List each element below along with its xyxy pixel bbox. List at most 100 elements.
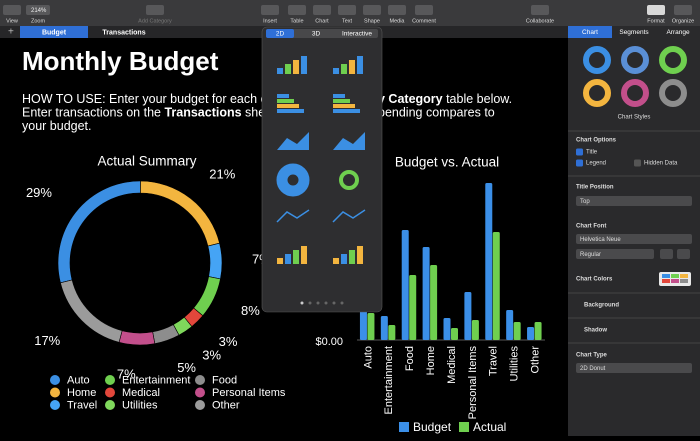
dropdown[interactable]: [576, 363, 692, 373]
chart-icon[interactable]: [301, 246, 307, 264]
sidebar-tab-active[interactable]: [568, 26, 612, 38]
page-dot[interactable]: [332, 301, 336, 305]
chart-icon[interactable]: [333, 109, 360, 113]
toolbar-button[interactable]: [288, 5, 306, 15]
chart-icon[interactable]: [293, 60, 299, 74]
popover-tab[interactable]: 2D: [276, 31, 285, 38]
sheet-tab-active[interactable]: [20, 26, 88, 38]
chart-icon[interactable]: [333, 99, 350, 103]
toolbar-button[interactable]: [146, 5, 164, 15]
sidebar-tab[interactable]: Arrange: [666, 29, 690, 36]
sidebar-text[interactable]: Background: [584, 303, 619, 309]
sheet-tab[interactable]: Transactions: [102, 29, 145, 36]
chart-icon[interactable]: [341, 64, 347, 74]
sidebar-text[interactable]: Helvetica Neue: [580, 237, 621, 243]
chart-icon[interactable]: [301, 56, 307, 74]
checkbox[interactable]: [576, 148, 583, 156]
sidebar-text[interactable]: Legend: [586, 161, 606, 167]
toolbar-button[interactable]: [674, 5, 692, 15]
chart-icon[interactable]: [349, 250, 355, 264]
toolbar-button[interactable]: [647, 5, 665, 15]
bar: [527, 327, 535, 340]
chart-icon[interactable]: [276, 163, 310, 197]
dropdown[interactable]: [576, 196, 692, 206]
sidebar-text[interactable]: Shadow: [584, 328, 607, 334]
chart-icon[interactable]: [357, 56, 363, 74]
toolbar-button[interactable]: [313, 5, 331, 15]
chart-icon[interactable]: [333, 104, 355, 108]
sidebar-text[interactable]: Title: [586, 150, 598, 156]
chart-icon[interactable]: [357, 246, 363, 264]
popover-tab[interactable]: 3D: [312, 31, 321, 38]
font-size-button[interactable]: [660, 249, 673, 259]
dropdown[interactable]: [576, 234, 692, 244]
legend-label: Travel: [67, 399, 97, 411]
font-size-button[interactable]: [677, 249, 690, 259]
checkbox[interactable]: [634, 159, 641, 167]
bar: [409, 275, 417, 340]
sidebar-tab[interactable]: Segments: [619, 29, 649, 36]
chart-style[interactable]: [583, 46, 611, 74]
chart-icon[interactable]: [339, 170, 359, 190]
legend-swatch: [195, 375, 205, 385]
chart-icon[interactable]: [293, 250, 299, 264]
chart-icon[interactable]: [285, 254, 291, 264]
sidebar-tab[interactable]: Chart: [582, 29, 598, 36]
toolbar-button[interactable]: [261, 5, 279, 15]
x-tick-label: Entertainment: [383, 346, 395, 414]
chart-icon[interactable]: [277, 132, 309, 150]
instruction-text: Transactions: [164, 106, 241, 120]
chart-icon[interactable]: [333, 258, 339, 264]
chart-style[interactable]: [621, 79, 649, 107]
chart-icon[interactable]: [277, 258, 283, 264]
sheet-title: Monthly Budget: [22, 46, 219, 76]
chart-icon[interactable]: [277, 99, 294, 103]
chart-style[interactable]: [659, 46, 687, 74]
popover-tab[interactable]: Interactive: [342, 31, 372, 38]
zoom-field[interactable]: [26, 5, 50, 15]
chart-icon[interactable]: [333, 68, 339, 74]
chart-style[interactable]: [659, 79, 687, 107]
chart-icon[interactable]: [332, 209, 366, 223]
toolbar-label: Collaborate: [526, 18, 554, 24]
chart-icon[interactable]: [341, 254, 347, 264]
chart-icon[interactable]: [333, 132, 365, 150]
dropdown[interactable]: [576, 249, 654, 259]
add-sheet[interactable]: +: [8, 27, 14, 38]
chart-icon[interactable]: [277, 68, 283, 74]
bar: [534, 322, 542, 340]
sidebar-text: Chart Options: [576, 138, 617, 144]
toolbar-button[interactable]: [388, 5, 406, 15]
bar: [506, 310, 514, 340]
toolbar-button[interactable]: [338, 5, 356, 15]
bar: [443, 318, 451, 340]
chart-icon[interactable]: [285, 64, 291, 74]
chart-icon[interactable]: [276, 209, 310, 223]
chart-icon[interactable]: [277, 109, 304, 113]
sidebar-text[interactable]: Top: [580, 199, 590, 205]
legend-swatch: [399, 422, 409, 432]
toolbar-button[interactable]: [531, 5, 549, 15]
page-dot[interactable]: [324, 301, 328, 305]
chart-icon[interactable]: [277, 94, 289, 98]
legend-swatch: [459, 422, 469, 432]
sheet-tab[interactable]: Budget: [42, 29, 67, 36]
bar: [422, 247, 430, 340]
page-dot[interactable]: [308, 301, 312, 305]
toolbar-button[interactable]: [3, 5, 21, 15]
toolbar-button[interactable]: [363, 5, 381, 15]
chart-style[interactable]: [583, 79, 611, 107]
page-dot[interactable]: [316, 301, 320, 305]
sidebar-text[interactable]: 2D Donut: [580, 366, 606, 372]
sidebar-text[interactable]: Hidden Data: [644, 161, 678, 167]
checkbox[interactable]: [576, 159, 583, 167]
chart-icon[interactable]: [277, 104, 299, 108]
chart-icon[interactable]: [349, 60, 355, 74]
toolbar-button[interactable]: [415, 5, 433, 15]
chart-style[interactable]: [621, 46, 649, 74]
page-dot[interactable]: [340, 301, 344, 305]
chart-icon[interactable]: [333, 94, 345, 98]
page-dot[interactable]: [300, 301, 304, 305]
sidebar-text[interactable]: Regular: [580, 252, 601, 258]
donut-value-label: 8%: [241, 303, 260, 318]
